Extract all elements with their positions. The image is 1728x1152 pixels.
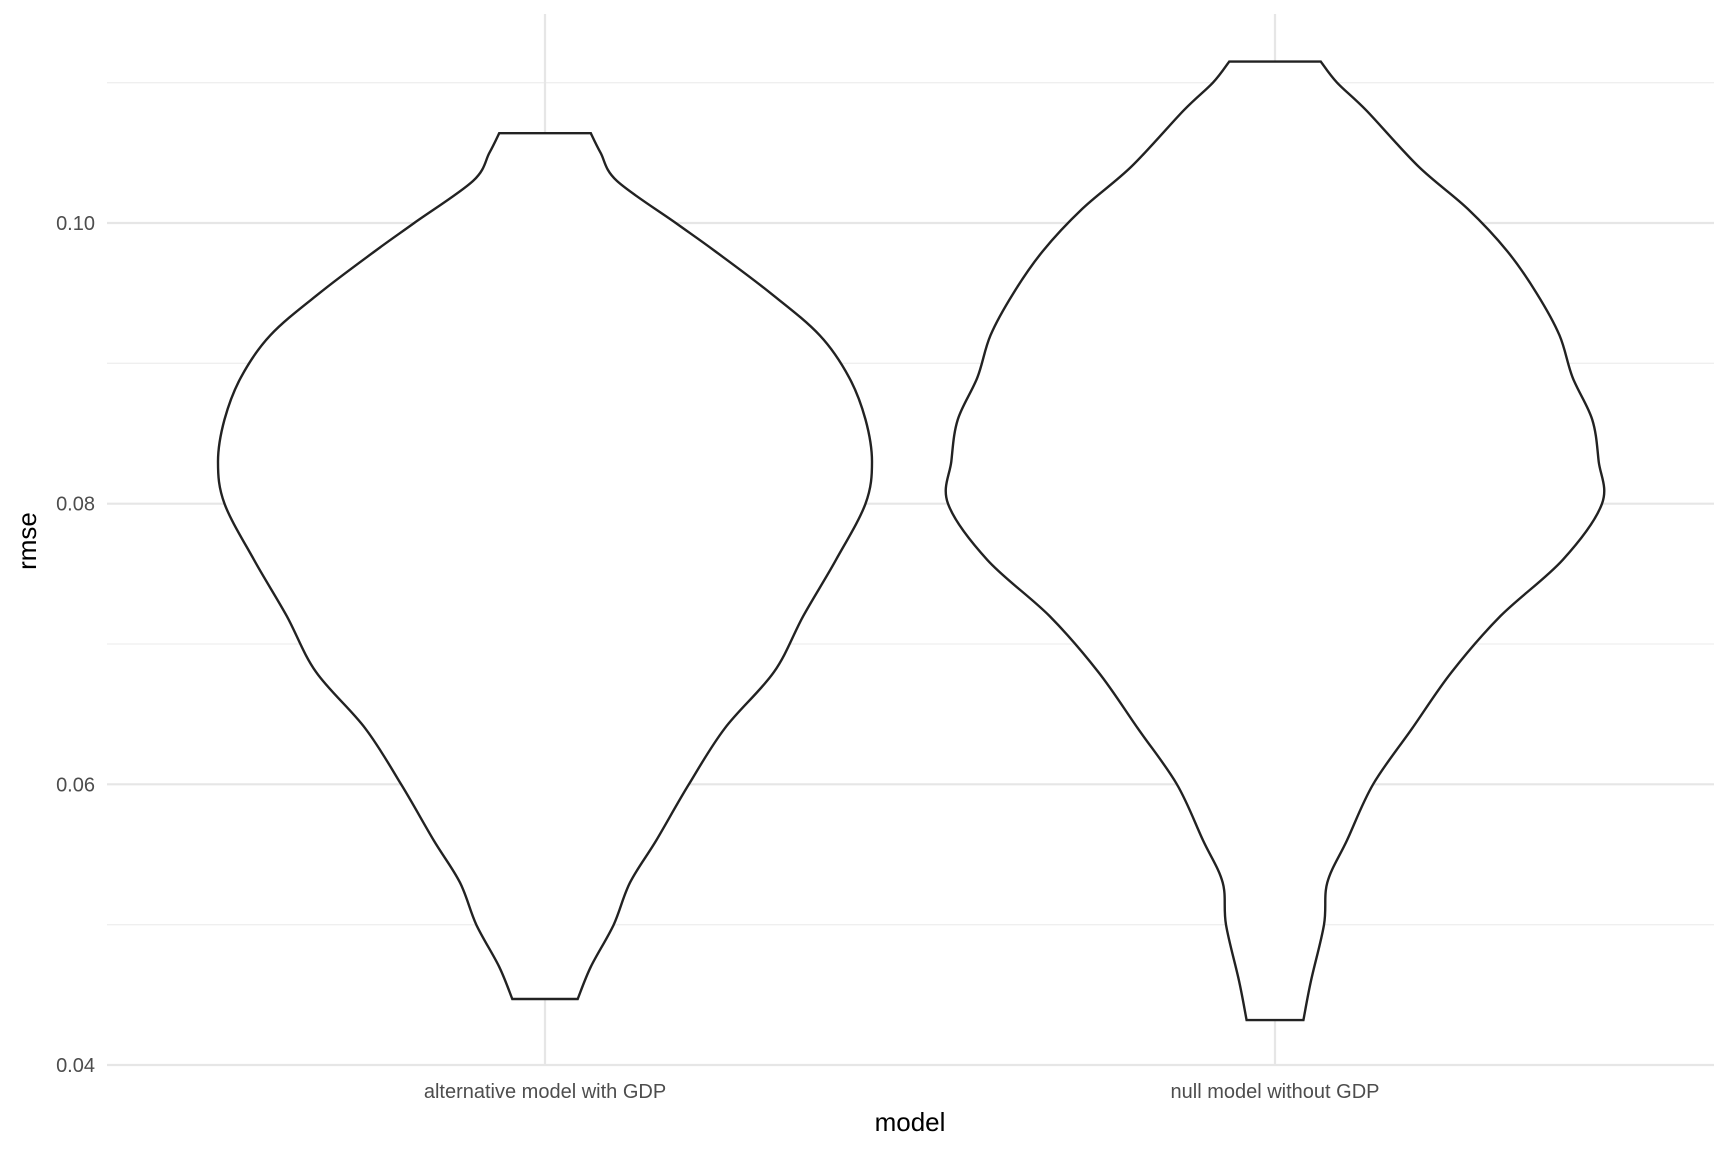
y-axis-ticks: 0.04 0.06 0.08 0.10 xyxy=(56,213,95,1077)
y-axis-title: rmse xyxy=(12,512,42,570)
y-tick-label: 0.04 xyxy=(56,1055,95,1077)
y-tick-label: 0.08 xyxy=(56,494,95,516)
x-tick-label: null model without GDP xyxy=(1171,1081,1380,1103)
x-axis-title: model xyxy=(875,1107,946,1137)
y-tick-label: 0.10 xyxy=(56,213,95,235)
violins xyxy=(216,60,1606,1022)
violin-alternative-model xyxy=(216,132,874,1001)
violin-null-model xyxy=(944,60,1606,1022)
y-tick-label: 0.06 xyxy=(56,774,95,796)
x-tick-label: alternative model with GDP xyxy=(424,1081,666,1103)
x-axis-ticks: alternative model with GDP null model wit… xyxy=(424,1081,1380,1103)
